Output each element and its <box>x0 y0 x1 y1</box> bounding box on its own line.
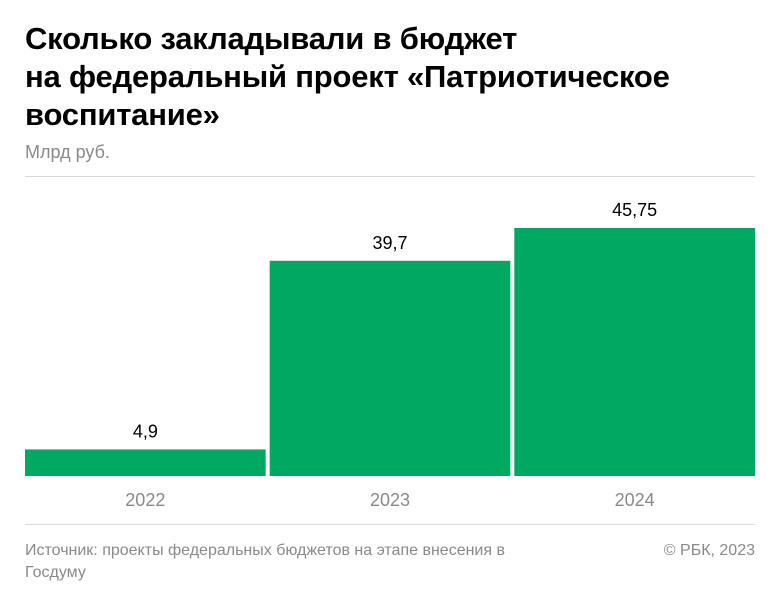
bar-2022 <box>25 449 266 476</box>
data-label-2022: 4,9 <box>133 421 158 441</box>
chart-title: Сколько закладывали в бюджет на федераль… <box>25 20 755 134</box>
top-divider <box>25 176 755 177</box>
x-tick-label-2022: 2022 <box>125 490 165 510</box>
chart-title-line-3: воспитание» <box>25 97 220 132</box>
unit-label: Млрд руб. <box>25 142 110 162</box>
data-label-2023: 39,7 <box>372 233 407 253</box>
x-tick-label-2023: 2023 <box>370 490 410 510</box>
bar-2023 <box>269 260 511 476</box>
source-note: Источник: проекты федеральных бюджетов н… <box>25 542 505 581</box>
x-tick-label-2024: 2024 <box>615 490 655 510</box>
chart-title-line-2: на федеральный проект «Патриотическое <box>25 59 670 94</box>
chart-title-line-1: Сколько закладывали в бюджет <box>25 21 518 56</box>
data-label-2024: 45,75 <box>612 200 657 220</box>
copyright: © РБК, 2023 <box>663 542 755 559</box>
bar-2024 <box>514 228 755 476</box>
bottom-divider <box>25 524 755 525</box>
